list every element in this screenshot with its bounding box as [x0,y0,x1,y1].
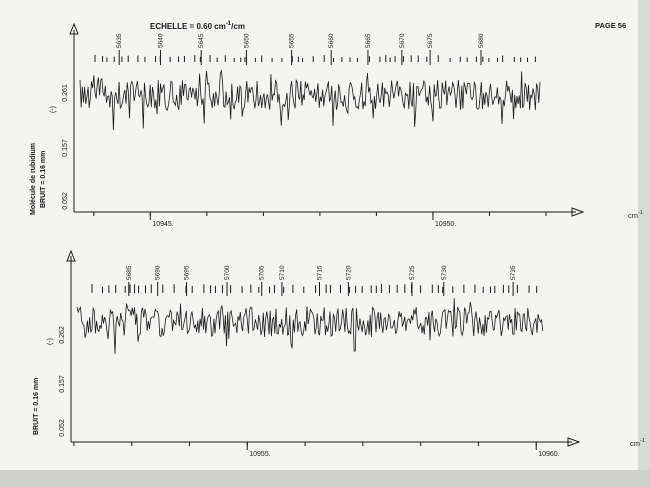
line-position-label: 5710 [279,265,286,280]
x-tick-label: 10945. [152,221,173,228]
spectrum-trace [79,69,541,131]
spectrum-line [79,69,541,131]
molecule-label: Molécule de rubidium [30,143,37,215]
x-axis-unit-exp: -1 [640,438,645,444]
line-position-label: 5720 [345,265,352,280]
scale-label-exp: -1 [226,21,232,27]
spectrum-line [76,298,544,354]
paper-sheet [0,0,638,470]
line-position-label: 5700 [224,265,231,280]
line-position-label: 5695 [184,265,191,280]
line-position-label: 5640 [157,33,164,48]
x-axis-arrow [567,437,581,447]
y-tick-label: 0.157 [59,375,66,393]
x-tick-label: 10955. [249,451,270,458]
x-tick-label: 10960. [538,451,559,458]
scale-label-unit: /cm [231,22,245,31]
x-axis-unit: cm-1 [628,210,643,220]
line-position-label: 5705 [259,265,266,280]
y-tick-label: 0.261 [62,84,69,102]
line-position-label: 5725 [409,265,416,280]
line-position-label: 5635 [116,33,123,48]
x-axis-unit-exp: -1 [638,210,643,216]
line-position-label: 5715 [317,265,324,280]
y-axis-arrow [69,22,79,35]
noise-label: BRUIT = 0.16 mm [40,151,47,208]
line-position-label: 5645 [198,33,205,48]
line-position-label: 5670 [399,33,406,48]
y-axis-arrow [66,249,76,262]
line-position-label: 5660 [328,33,335,48]
line-labels: 5635 5640 5645 5650 5655 5660 5665 5670 5675 5680 [94,33,536,65]
y-axis-mark: (-) [47,338,54,345]
scale-label-text: ECHELLE = 0.60 cm [150,22,226,31]
line-position-label: 5675 [427,33,434,48]
y-tick-label: 0.052 [62,192,69,210]
line-position-label: 5735 [510,265,517,280]
x-tick-label: 10950. [435,221,456,228]
chart-top: 10945. 10950. 0.261 0.157 0.052 5635 5640 5645… [40,22,643,228]
spectrum-trace [76,298,544,354]
y-axis-mark: (-) [50,106,57,113]
y-tick-label: 0.262 [59,326,66,344]
paper-shadow-edge [0,470,650,487]
line-position-label: 5685 [126,265,133,280]
noise-label: BRUIT = 0.16 mm [33,378,40,435]
tick-labels: 10945. 10950. 0.261 0.157 0.052 [62,84,456,228]
x-axis-unit-base: cm [628,211,638,220]
x-axis-unit: cm-1 [630,438,645,448]
page-number: PAGE 56 [595,21,626,30]
line-position-label: 5665 [365,33,372,48]
x-axis-unit-base: cm [630,439,640,448]
tick-labels: 10955. 10960. 0.262 0.157 0.052 [59,326,560,458]
line-position-label: 5655 [289,33,296,48]
line-position-label: 5730 [441,265,448,280]
line-labels: 5685 5690 5695 5700 5705 5710 5715 5720 5725 5730… [91,265,538,296]
line-position-label: 5690 [155,265,162,280]
x-axis-arrow [571,207,585,217]
chart-bottom: 10955. 10960. 0.262 0.157 0.052 5685 5690 5695… [33,249,645,458]
line-position-label: 5650 [243,33,250,48]
scale-label: ECHELLE = 0.60 cm-1/cm [150,21,245,31]
line-position-label: 5680 [478,33,485,48]
y-tick-label: 0.157 [62,139,69,157]
y-tick-label: 0.052 [59,419,66,437]
